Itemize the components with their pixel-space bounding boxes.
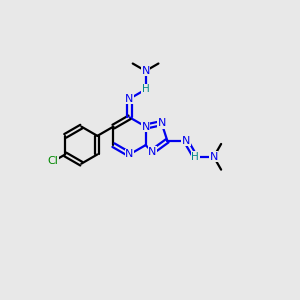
Text: N: N [125,149,134,159]
Text: N: N [209,152,218,162]
Text: N: N [182,136,190,146]
Text: H: H [142,85,149,94]
Text: N: N [141,66,150,76]
Text: N: N [148,147,157,157]
Text: Cl: Cl [48,156,58,167]
Text: N: N [125,94,134,104]
Text: H: H [191,152,199,162]
Text: N: N [158,118,166,128]
Text: N: N [141,122,150,132]
